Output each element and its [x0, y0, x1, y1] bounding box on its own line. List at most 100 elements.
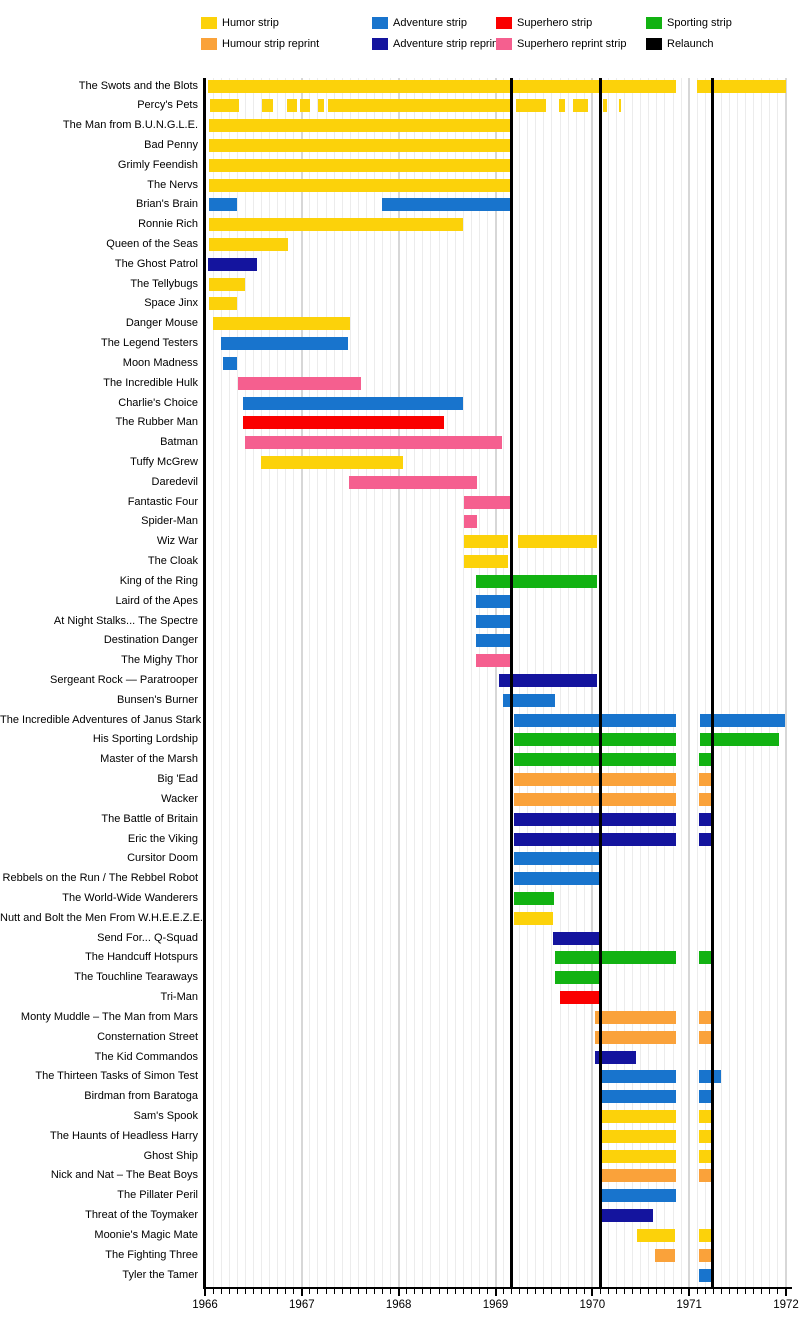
gantt-bar	[595, 1010, 676, 1024]
row-label: Sergeant Rock — Paratrooper	[50, 674, 198, 686]
legend-label: Relaunch	[667, 38, 714, 50]
month-tick	[349, 1289, 351, 1294]
month-gridline	[470, 78, 472, 1287]
month-gridline	[656, 78, 658, 1287]
gantt-bar	[463, 535, 509, 549]
gantt-bar	[208, 138, 512, 152]
year-tick	[688, 1289, 691, 1296]
month-tick	[503, 1289, 505, 1294]
month-tick	[729, 1289, 730, 1294]
month-gridline	[680, 78, 682, 1287]
month-tick	[632, 1289, 634, 1294]
row-label: The Tellybugs	[130, 277, 198, 290]
gantt-bar	[552, 931, 600, 945]
month-gridline	[430, 78, 432, 1287]
gantt-bar	[262, 99, 273, 113]
row-label: The Touchline Tearaways	[74, 971, 198, 984]
gantt-bar	[513, 911, 553, 925]
gantt-bar	[698, 1010, 712, 1024]
month-tick	[745, 1289, 747, 1294]
month-tick	[720, 1289, 722, 1294]
month-gridline	[317, 78, 319, 1287]
month-tick	[656, 1289, 658, 1294]
month-tick	[672, 1289, 674, 1294]
year-tick	[785, 1289, 787, 1296]
month-gridline	[454, 78, 456, 1287]
row-label: The Kid Commandos	[94, 1050, 198, 1063]
month-tick	[293, 1289, 295, 1294]
gantt-bar	[242, 416, 445, 430]
legend-label: Superhero reprint strip	[517, 38, 627, 50]
month-gridline	[325, 78, 327, 1287]
gantt-bar	[513, 812, 676, 826]
month-tick	[317, 1289, 319, 1294]
row-label: Bunsen's Burner	[117, 693, 198, 706]
month-gridline	[753, 78, 755, 1287]
month-tick	[357, 1289, 359, 1294]
gantt-bar	[698, 1030, 712, 1044]
month-gridline	[349, 78, 351, 1287]
gantt-bar	[208, 297, 237, 311]
month-gridline	[220, 78, 222, 1287]
row-label: Ronnie Rich	[138, 218, 198, 231]
gantt-bar	[463, 515, 478, 529]
month-tick	[438, 1289, 440, 1294]
relaunch-line	[510, 78, 514, 1287]
month-tick	[406, 1289, 408, 1294]
gantt-bar	[699, 713, 786, 727]
month-gridline	[720, 78, 722, 1287]
gantt-bar	[515, 99, 546, 113]
gantt-bar	[698, 753, 712, 767]
row-label: Eric the Viking	[127, 832, 198, 845]
gantt-bar	[655, 1248, 675, 1262]
month-tick	[527, 1289, 529, 1294]
row-label: Moonie's Magic Mate	[94, 1228, 198, 1241]
row-label: Birdman from Baratoga	[84, 1090, 198, 1103]
month-tick	[470, 1289, 472, 1294]
month-gridline	[696, 78, 698, 1287]
gantt-bar	[476, 654, 512, 668]
month-tick	[559, 1289, 561, 1294]
gantt-bar	[698, 1149, 712, 1163]
month-tick	[640, 1289, 642, 1294]
year-gridline	[397, 78, 400, 1287]
row-label: The Handcuff Hotspurs	[85, 951, 198, 964]
month-tick	[519, 1289, 521, 1294]
month-tick	[583, 1289, 585, 1294]
month-gridline	[438, 78, 440, 1287]
row-label: Batman	[160, 436, 198, 449]
superhero-legend-swatch	[496, 17, 512, 29]
row-label: Threat of the Toymaker	[85, 1209, 198, 1222]
gantt-bar	[698, 951, 712, 965]
x-axis-line	[203, 1287, 792, 1289]
gantt-bar	[208, 277, 245, 291]
month-tick	[454, 1289, 456, 1294]
gantt-bar	[601, 1189, 676, 1203]
month-tick	[567, 1289, 569, 1294]
gantt-bar	[601, 1090, 676, 1104]
month-gridline	[640, 78, 642, 1287]
gantt-bar	[698, 1268, 713, 1282]
gantt-bar	[208, 218, 463, 232]
row-label: The Thirteen Tasks of Simon Test	[35, 1070, 198, 1083]
month-gridline	[406, 78, 408, 1287]
month-tick	[543, 1289, 545, 1294]
month-gridline	[382, 78, 384, 1287]
gantt-bar	[636, 1228, 675, 1242]
month-tick	[277, 1289, 279, 1294]
row-label: Wacker	[161, 792, 198, 805]
gantt-bar	[207, 79, 676, 93]
month-gridline	[632, 78, 634, 1287]
month-gridline	[357, 78, 359, 1287]
month-gridline	[672, 78, 674, 1287]
year-gridline	[300, 78, 303, 1287]
row-label: Laird of the Apes	[115, 594, 198, 607]
gantt-bar	[513, 753, 676, 767]
row-label: The Incredible Adventures of Janus Stark	[0, 713, 202, 726]
month-tick	[511, 1289, 513, 1294]
month-tick	[704, 1289, 706, 1294]
gantt-bar	[517, 535, 598, 549]
row-label: Percy's Pets	[137, 99, 198, 112]
gantt-bar	[208, 198, 237, 212]
row-label: Fantastic Four	[127, 495, 198, 508]
